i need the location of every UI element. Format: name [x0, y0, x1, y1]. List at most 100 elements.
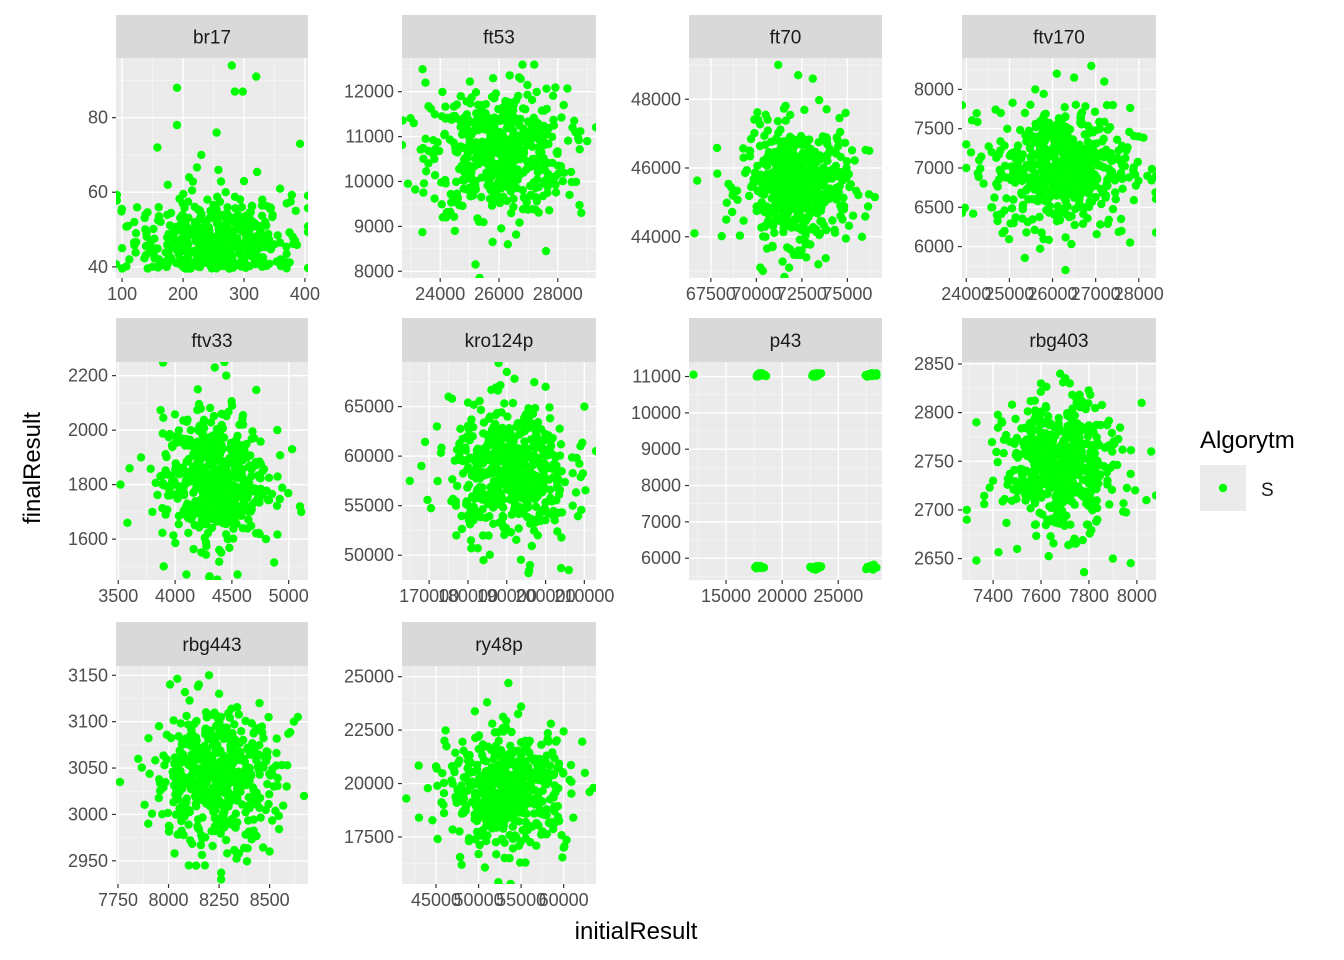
data-point — [441, 726, 450, 735]
data-point — [566, 167, 576, 177]
data-point — [514, 477, 523, 486]
data-point — [996, 137, 1005, 146]
data-point — [787, 223, 796, 232]
y-tick-label: 3150 — [68, 665, 108, 685]
data-point — [1067, 239, 1076, 249]
data-point — [244, 507, 254, 516]
data-point — [235, 785, 245, 795]
data-point — [1151, 228, 1156, 237]
data-point — [252, 800, 261, 809]
x-tick-label: 25000 — [984, 284, 1034, 304]
x-tick-label: 5000 — [269, 586, 309, 606]
data-point — [148, 507, 157, 517]
data-point — [231, 237, 241, 246]
data-point — [483, 490, 492, 500]
data-point — [187, 740, 196, 749]
data-point — [1096, 420, 1105, 430]
data-point — [225, 543, 234, 552]
data-point — [494, 475, 503, 485]
data-point — [279, 801, 288, 810]
data-point — [1107, 428, 1117, 438]
data-point — [540, 176, 550, 185]
data-point — [244, 227, 254, 236]
data-point — [231, 823, 240, 832]
data-point — [565, 190, 574, 200]
data-point — [478, 459, 488, 468]
x-tick-label: 400 — [290, 284, 320, 304]
data-point — [560, 477, 570, 487]
data-point — [1031, 123, 1041, 132]
data-point — [211, 233, 220, 242]
data-point — [225, 454, 234, 463]
data-point — [755, 141, 765, 151]
data-point — [1057, 137, 1066, 147]
data-point — [200, 236, 209, 245]
data-point — [1020, 253, 1029, 263]
data-point — [518, 205, 528, 214]
data-point — [278, 483, 287, 492]
data-point — [1099, 134, 1108, 143]
y-tick-label: 8000 — [914, 79, 954, 99]
data-point — [774, 60, 783, 70]
data-point — [577, 505, 586, 515]
data-point — [192, 716, 201, 726]
data-point — [229, 534, 238, 543]
data-point — [1111, 195, 1121, 204]
data-point — [125, 255, 134, 264]
data-point — [151, 756, 160, 765]
data-point — [256, 484, 265, 493]
data-point — [411, 185, 420, 194]
data-point — [261, 217, 270, 227]
data-point — [172, 120, 182, 130]
data-point — [169, 531, 178, 540]
data-point — [234, 710, 243, 719]
data-point — [962, 515, 971, 524]
data-point — [722, 198, 731, 207]
data-point — [510, 374, 519, 383]
x-tick-label: 26000 — [474, 284, 524, 304]
data-point — [1137, 398, 1146, 408]
data-point — [549, 506, 558, 516]
data-point — [533, 166, 543, 175]
data-point — [1023, 407, 1032, 416]
data-point — [239, 240, 248, 249]
data-point — [993, 410, 1003, 419]
data-point — [459, 155, 469, 164]
data-point — [531, 518, 540, 527]
data-point — [208, 841, 217, 851]
data-point — [975, 155, 984, 165]
data-point — [131, 229, 141, 238]
data-point — [244, 801, 253, 811]
x-tick-label: 70000 — [731, 284, 781, 304]
data-point — [255, 698, 264, 708]
data-point — [811, 198, 820, 207]
data-points — [405, 362, 596, 578]
y-tick-label: 2000 — [68, 420, 108, 440]
data-point — [1062, 151, 1072, 160]
data-point — [529, 526, 539, 535]
data-point — [751, 563, 760, 572]
data-point — [1030, 169, 1040, 178]
data-point — [470, 457, 480, 466]
data-point — [822, 105, 831, 114]
data-point — [137, 763, 146, 772]
data-point — [449, 193, 458, 202]
y-tick-label: 2950 — [68, 851, 108, 871]
data-point — [836, 211, 845, 221]
data-point — [154, 722, 164, 731]
data-point — [156, 217, 165, 227]
data-point — [872, 563, 881, 572]
data-point — [972, 109, 981, 118]
data-point — [452, 531, 461, 540]
data-point — [432, 422, 442, 431]
data-point — [510, 149, 519, 158]
data-point — [1071, 204, 1080, 214]
data-point — [519, 470, 528, 480]
data-point — [1103, 476, 1112, 485]
data-point — [1061, 233, 1070, 242]
data-point — [144, 734, 153, 743]
x-tick-label: 26000 — [1028, 284, 1078, 304]
data-point — [1011, 477, 1020, 486]
data-point — [191, 445, 200, 454]
